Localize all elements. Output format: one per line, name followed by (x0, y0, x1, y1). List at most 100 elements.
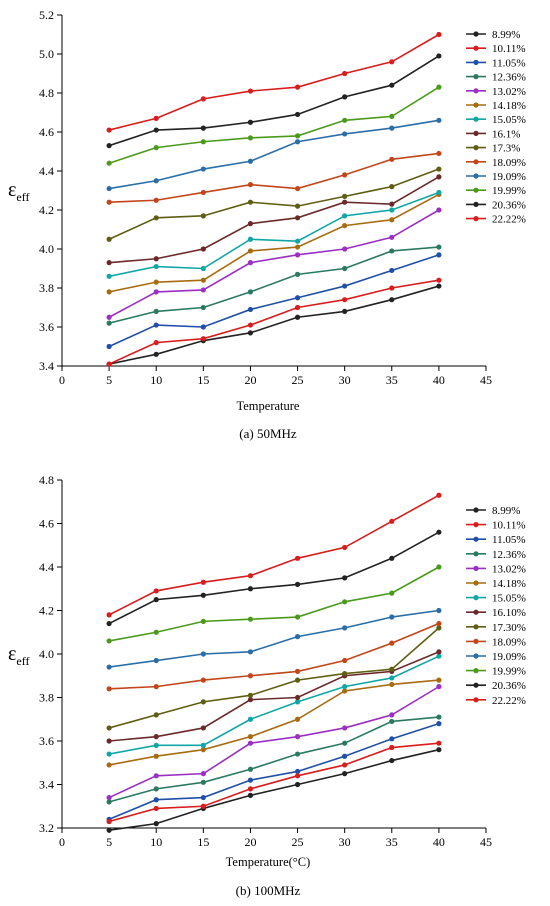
y-axis-label-main: ε (8, 179, 16, 201)
series-line (108, 279, 440, 365)
legend-label: 14.18% (492, 578, 526, 590)
legend-swatch-marker (473, 697, 479, 703)
data-point (389, 234, 395, 240)
series-line (109, 748, 440, 831)
y-tick-label: 3.2 (39, 821, 54, 835)
x-axis-label: Temperature (237, 399, 300, 413)
data-point (153, 786, 159, 792)
legend-swatch-marker (473, 668, 479, 674)
y-tick-label: 3.8 (39, 691, 54, 705)
series-line (108, 209, 440, 318)
data-point (389, 125, 395, 131)
legend-swatch-marker (473, 173, 479, 179)
legend-label: 17.30% (492, 622, 526, 634)
series-line (108, 679, 439, 766)
series-line (108, 55, 440, 147)
data-point (436, 283, 442, 289)
legend-label: 19.09% (492, 651, 526, 663)
data-point (389, 207, 395, 213)
data-point (200, 742, 206, 748)
data-point (342, 725, 348, 731)
data-point (106, 725, 112, 731)
legend-label: 20.36% (492, 680, 526, 692)
data-point (153, 351, 159, 357)
data-point (294, 304, 301, 311)
y-tick-label: 4.6 (39, 125, 54, 139)
data-point (200, 189, 206, 196)
data-point (294, 716, 301, 722)
legend-swatch-marker (473, 88, 479, 94)
data-point (342, 544, 348, 551)
data-point (106, 818, 112, 825)
data-point (436, 207, 442, 213)
data-point (342, 193, 348, 199)
series-group (106, 277, 442, 367)
data-point (200, 699, 206, 705)
series-line (108, 685, 440, 799)
series-line (109, 622, 440, 690)
data-point (389, 201, 395, 207)
data-point (106, 143, 112, 149)
y-axis-label-sub: eff (16, 654, 29, 668)
legend-label: 12.36% (492, 549, 526, 561)
series-group (106, 53, 442, 149)
data-point (436, 721, 442, 727)
series-line (108, 33, 440, 131)
data-point (294, 555, 301, 561)
legend-label: 20.36% (492, 199, 526, 211)
data-point (436, 653, 442, 659)
data-point (106, 762, 112, 768)
data-point (106, 361, 112, 367)
series-group (106, 529, 442, 627)
data-point (389, 744, 395, 751)
x-tick-label: 45 (480, 373, 492, 387)
data-point (153, 597, 159, 603)
legend-label: 10.11% (492, 520, 526, 532)
legend-label: 10.11% (492, 43, 526, 55)
data-point (436, 740, 442, 746)
data-point (436, 564, 442, 570)
data-point (436, 747, 442, 753)
legend-swatch-marker (473, 145, 479, 151)
data-point (389, 718, 395, 725)
series-line (108, 566, 440, 642)
series-group (106, 649, 442, 744)
legend-swatch-marker (473, 74, 479, 80)
x-tick-label: 15 (197, 835, 209, 849)
data-point (436, 84, 442, 90)
data-point (342, 753, 348, 759)
data-point (247, 792, 254, 798)
data-point (153, 753, 159, 759)
legend-label: 11.05% (492, 57, 526, 69)
x-tick-label: 30 (339, 835, 351, 849)
data-point (200, 324, 206, 330)
data-point (436, 684, 442, 690)
y-axis-label: εeff (8, 643, 30, 668)
data-point (436, 244, 442, 250)
data-point (200, 677, 206, 683)
data-point (153, 588, 159, 594)
data-point (247, 199, 254, 205)
data-point (106, 289, 112, 295)
data-point (153, 178, 159, 184)
data-point (106, 185, 112, 192)
data-point (436, 649, 442, 655)
data-point (294, 215, 301, 221)
data-point (106, 314, 112, 320)
data-point (436, 677, 442, 683)
series-group (106, 166, 442, 242)
data-point (106, 612, 112, 618)
y-tick-label: 4.8 (39, 86, 54, 100)
y-tick-label: 3.4 (39, 359, 54, 373)
legend-swatch-marker (473, 216, 479, 222)
y-tick-label: 5.2 (39, 8, 54, 22)
chart-panel: 0 5 10 15 20 25 30 35 40 45 3.2 3.4 3.6 3.8 4.0 4.2 4.4 4… (8, 473, 526, 898)
legend-label: 15.05% (492, 114, 526, 126)
data-point (247, 734, 254, 740)
data-point (436, 714, 442, 720)
x-tick-label: 0 (59, 373, 65, 387)
data-point (106, 620, 112, 627)
data-point (153, 127, 159, 133)
data-point (342, 684, 348, 690)
data-point (247, 716, 254, 722)
